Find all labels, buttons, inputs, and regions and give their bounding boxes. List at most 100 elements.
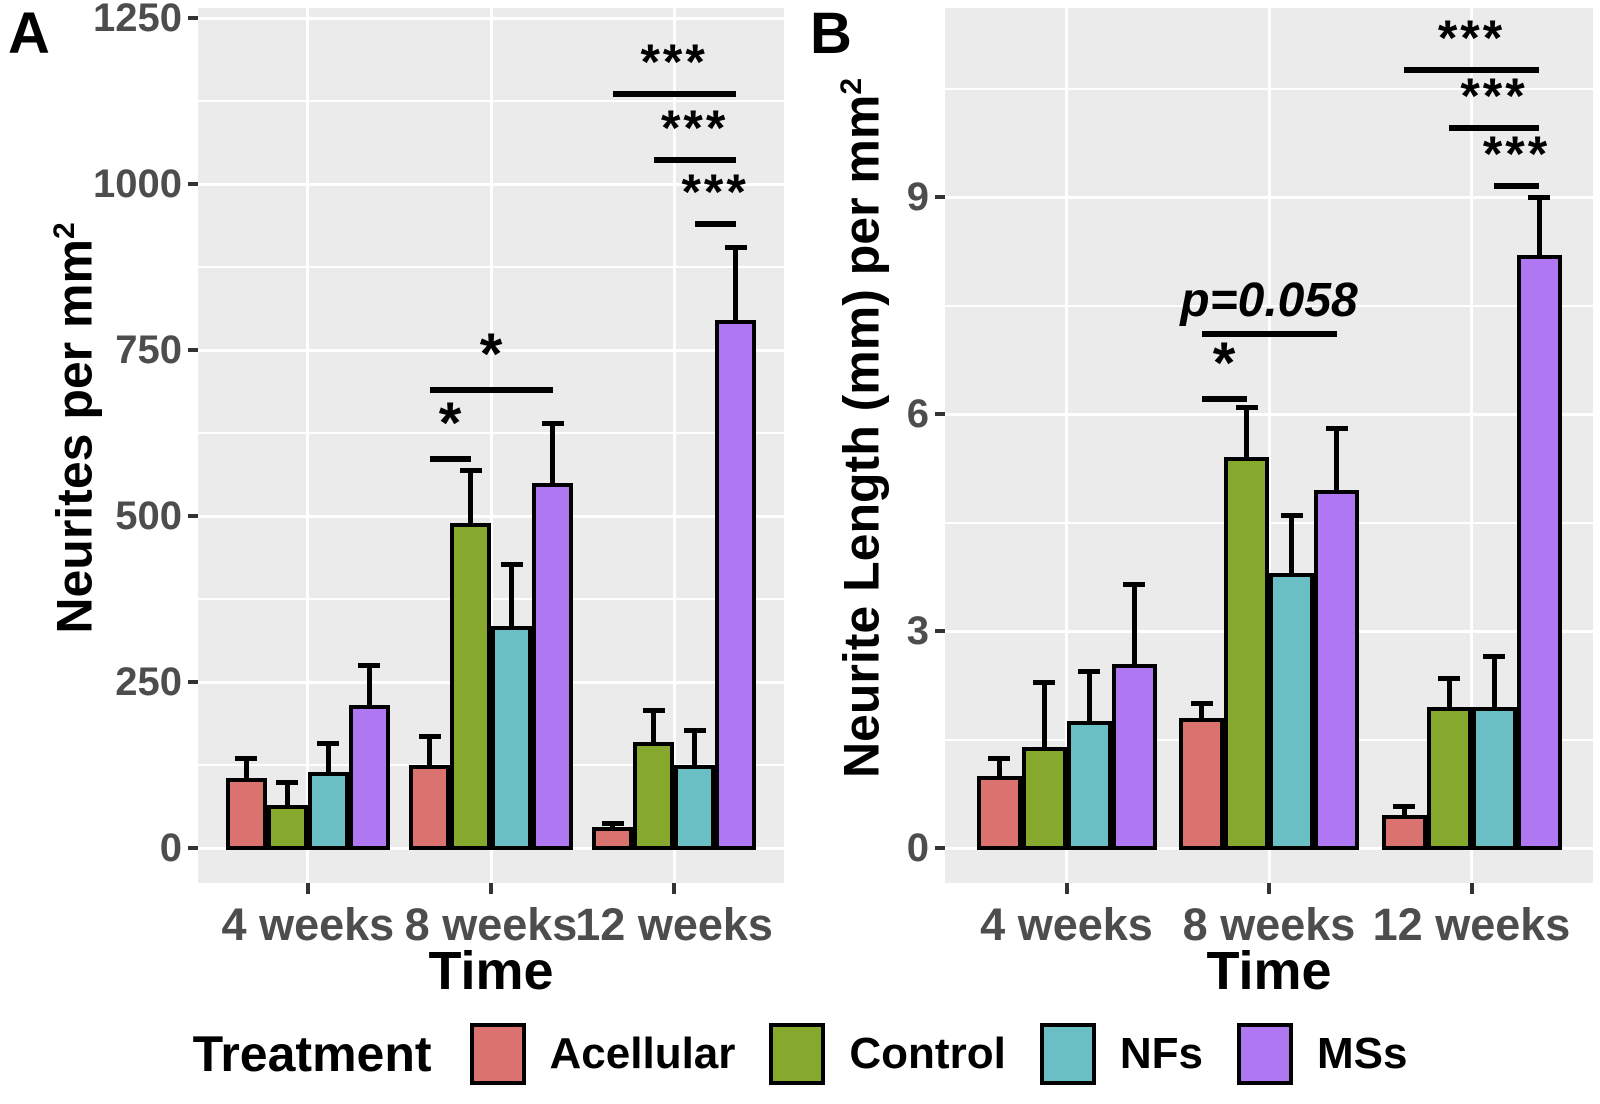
bar-control-8-weeks [1224,457,1269,850]
y-axis-title-a-superscript: 2 [48,222,81,240]
error-bar-whisker [1491,656,1497,709]
bar-mss-12-weeks [715,320,757,850]
error-bar-cap [418,734,441,740]
error-bar-whisker [325,743,331,774]
legend-item-acellular: Acellular [469,1023,736,1085]
legend-title: Treatment [192,1026,432,1082]
bar-control-4-weeks [1021,746,1067,850]
x-axis-tick [1064,883,1069,894]
significance-line [1201,330,1337,337]
panel-letter-b: B [810,1,852,66]
x-axis-tick-label: 4 weeks [980,899,1153,950]
legend-item-mss: MSs [1236,1023,1408,1085]
bar-mss-8-weeks [532,482,573,850]
bar-nfs-12-weeks [1471,706,1517,850]
bar-mss-4-weeks [1111,663,1157,850]
error-bar-cap [988,755,1010,761]
y-axis-tick [188,846,198,850]
error-bar-cap [459,467,482,473]
error-bar-cap [1483,654,1505,660]
error-bar-whisker [1244,406,1249,460]
y-axis-tick-label: 9 [906,175,929,220]
error-bar-cap [500,561,523,567]
error-bar-cap [683,727,706,733]
y-axis-tick-label: 750 [115,328,182,372]
bar-acellular-12-weeks [1381,815,1427,850]
y-axis-tick [935,412,945,417]
significance-line [694,220,736,227]
panel-a-plot-area: 0 250 500 750 1000 1250 4 weeks 8 weeks 12 weeks… [93,0,784,950]
y-axis-tick [935,629,945,633]
error-bar-whisker [1131,583,1137,666]
error-bar-whisker [1401,806,1407,818]
bar-nfs-12-weeks [674,765,716,850]
error-bar-cap [601,820,624,826]
significance-label: *** [660,100,729,157]
legend-label-mss: MSs [1316,1029,1408,1078]
y-axis-tick [188,514,198,518]
gridline-vertical [1267,8,1271,883]
legend: Treatment Acellular Control NFs MSs [0,1008,1600,1100]
gridline-vertical [306,8,310,883]
error-bar-cap [1393,804,1415,810]
bar-control-4-weeks [266,804,308,850]
gridline-vertical [672,8,676,883]
error-bar-cap [1528,195,1550,201]
error-bar-whisker [427,736,432,767]
error-bar-cap [1325,426,1348,432]
error-bar-whisker [468,469,473,525]
y-axis-tick-label: 250 [115,660,182,704]
y-axis-tick [188,182,198,186]
error-bar-whisker [692,729,698,767]
x-axis-tick [305,883,310,894]
legend-label-acellular: Acellular [549,1029,736,1078]
error-bar-cap [541,421,564,427]
error-bar-whisker [1086,670,1092,724]
bar-nfs-4-weeks [1066,721,1112,850]
significance-label: * [438,391,462,457]
legend-label-nfs: NFs [1119,1029,1203,1078]
legend-swatch-control [769,1023,826,1085]
significance-line [1449,124,1539,131]
error-bar-cap [1033,679,1055,685]
error-bar-whisker [651,709,657,744]
error-bar-cap [1280,513,1303,519]
x-axis-tick [489,883,493,894]
error-bar-whisker [1334,428,1339,492]
y-axis-tick-label: 0 [159,826,182,870]
bar-mss-12-weeks [1516,254,1562,850]
gridline-vertical [1470,8,1473,883]
significance-label: *** [1437,9,1506,66]
error-bar-cap [642,707,665,713]
legend-item-control: Control [769,1023,1006,1085]
bar-control-8-weeks [450,522,491,850]
y-axis-tick-label: 0 [906,826,929,870]
gridline-vertical [1065,8,1068,883]
error-bar-whisker [243,758,249,781]
y-axis-tick-label: 1000 [93,162,182,206]
error-bar-whisker [550,423,555,485]
bar-mss-8-weeks [1314,489,1359,850]
bar-acellular-4-weeks [976,775,1022,850]
error-bar-cap [1235,404,1258,410]
x-axis-tick [672,883,677,894]
y-axis-tick [188,348,198,352]
significance-label: *** [640,34,708,91]
error-bar-whisker [1289,515,1294,576]
x-axis-tick-label: 8 weeks [404,899,578,950]
bar-acellular-8-weeks [409,765,450,850]
bar-nfs-8-weeks [1269,573,1314,850]
significance-line [429,386,553,393]
x-axis-tick [1469,883,1474,894]
significance-label: *** [1460,67,1528,124]
legend-swatch-acellular [469,1023,526,1085]
x-axis-tick-label: 12 weeks [1372,899,1571,950]
legend-swatch-nfs [1039,1023,1096,1085]
gridline-vertical [489,8,493,883]
bar-nfs-8-weeks [491,625,532,850]
bar-acellular-8-weeks [1179,717,1224,850]
y-axis-tick [935,195,945,200]
y-axis-tick-label: 3 [906,609,929,653]
error-bar-cap [1078,668,1100,674]
